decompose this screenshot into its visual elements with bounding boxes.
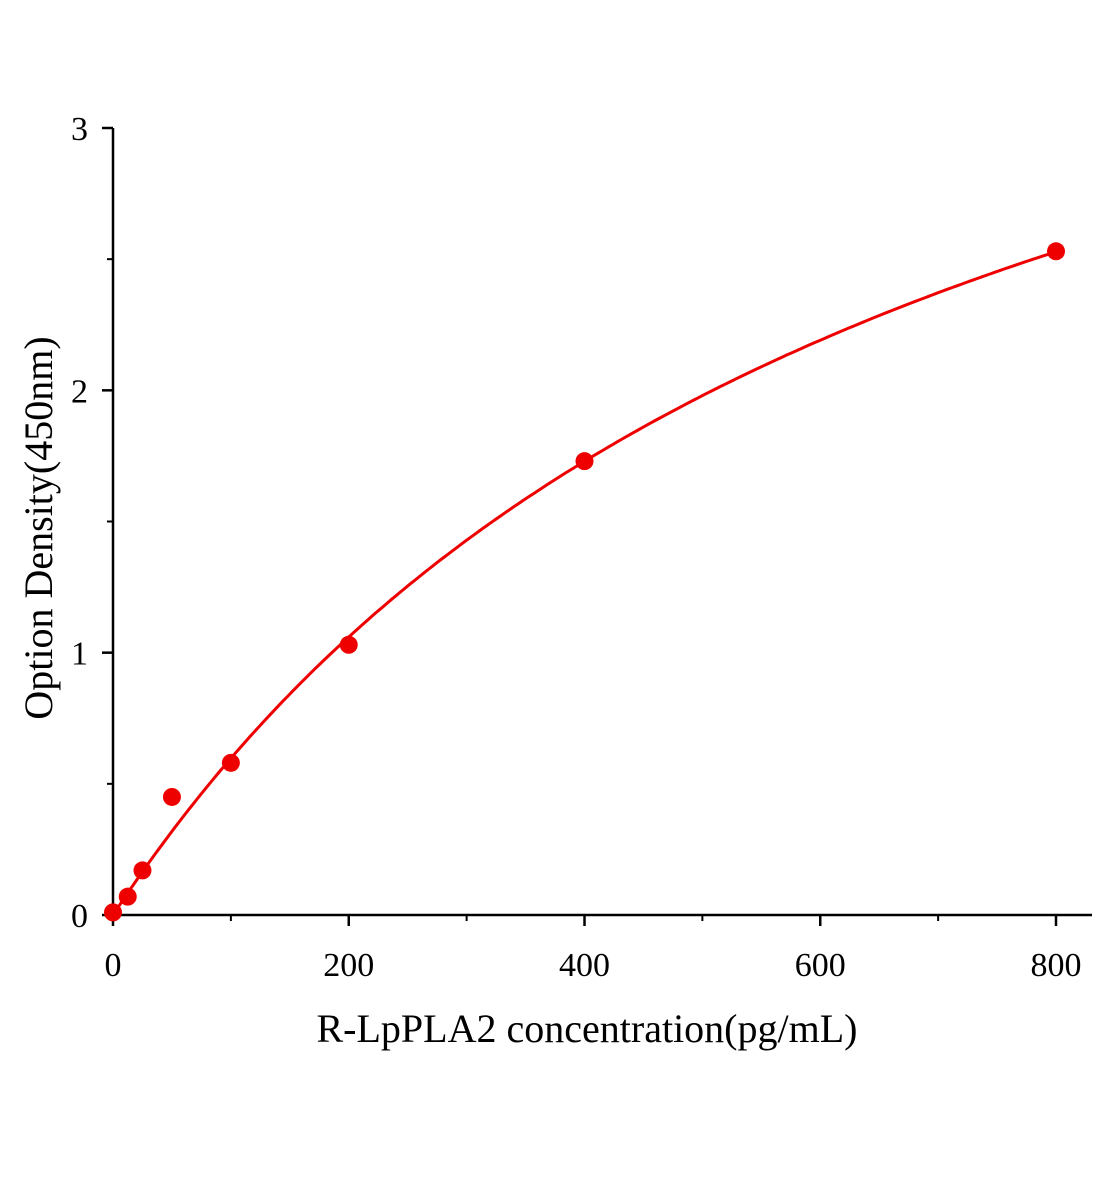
x-tick-label: 400 xyxy=(559,947,610,984)
data-point xyxy=(118,887,137,906)
x-axis-label: R-LpPLA2 concentration(pg/mL) xyxy=(317,1006,858,1051)
y-tick-label: 0 xyxy=(71,898,88,935)
ticks: 0 200 400 600 800 0 1 2 3 xyxy=(71,111,1082,984)
y-tick-label: 1 xyxy=(71,636,88,673)
axes xyxy=(111,128,1092,917)
data-points xyxy=(104,242,1065,922)
y-tick-label: 3 xyxy=(71,111,88,148)
data-point xyxy=(1047,242,1065,261)
x-tick-label: 200 xyxy=(323,947,374,984)
data-point xyxy=(133,861,152,880)
y-axis-label: Option Density(450nm) xyxy=(16,336,61,719)
data-point xyxy=(162,787,181,806)
x-tick-label: 0 xyxy=(105,947,122,984)
y-tick-label: 2 xyxy=(71,373,88,410)
data-point xyxy=(339,635,358,654)
data-point xyxy=(575,452,594,471)
data-point xyxy=(104,903,122,922)
x-tick-label: 800 xyxy=(1031,947,1082,984)
fit-curve xyxy=(111,250,1057,916)
data-point xyxy=(221,753,240,772)
x-tick-label: 600 xyxy=(795,947,846,984)
